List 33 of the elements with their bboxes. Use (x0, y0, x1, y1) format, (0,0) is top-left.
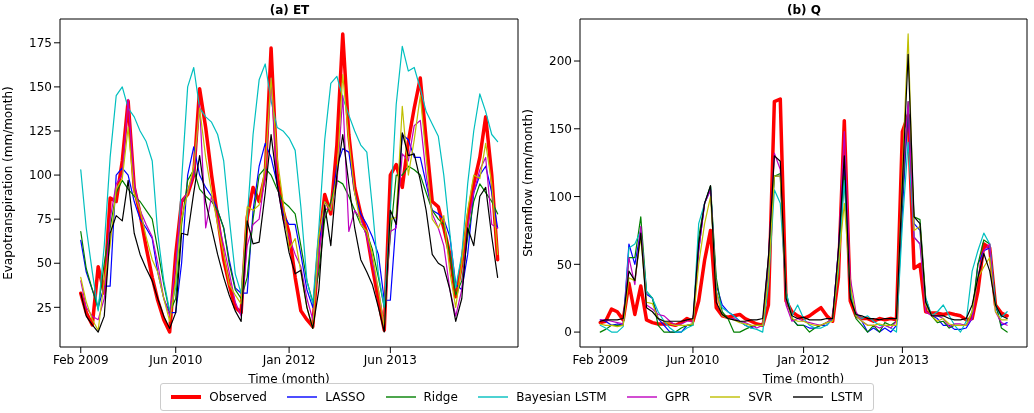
legend-label: GPR (665, 390, 690, 404)
y-axis-title: Streamflow (mm/month) (521, 109, 536, 257)
y-tick-label: 25 (36, 300, 52, 315)
legend-label: Ridge (423, 390, 458, 404)
chart-title: (b) Q (786, 3, 822, 17)
y-tick-label: 200 (549, 54, 572, 69)
legend-label: Observed (209, 390, 267, 404)
x-axis-title: Time (month) (247, 372, 330, 386)
legend-label: LSTM (830, 390, 863, 404)
y-tick-label: 150 (29, 80, 52, 95)
x-tick-label: Jan 2012 (776, 352, 831, 367)
y-tick-label: 50 (556, 257, 572, 272)
y-tick-label: 100 (29, 168, 52, 183)
x-tick-label: Feb 2009 (52, 352, 109, 367)
x-tick-label: Feb 2009 (572, 352, 629, 367)
legend-label: SVR (748, 390, 773, 404)
legend-label: LASSO (325, 390, 366, 404)
y-tick-label: 75 (36, 212, 52, 227)
y-tick-label: 0 (564, 325, 572, 340)
x-axis-title: Time (month) (761, 372, 845, 386)
y-tick-label: 50 (36, 256, 52, 271)
y-tick-label: 125 (29, 124, 52, 139)
x-tick-label: Jun 2013 (874, 352, 929, 367)
y-axis-title: Evapotranspiration (mm/month) (1, 86, 16, 280)
y-tick-label: 175 (29, 36, 52, 51)
y-tick-label: 150 (549, 122, 572, 137)
y-tick-label: 100 (549, 189, 572, 204)
chart-title: (a) ET (268, 3, 311, 17)
x-tick-label: Jun 2010 (148, 352, 203, 367)
x-tick-label: Jun 2010 (665, 352, 720, 367)
x-tick-label: Jan 2012 (261, 352, 316, 367)
x-tick-label: Jun 2013 (362, 352, 417, 367)
legend-label: Bayesian LSTM (516, 390, 607, 404)
